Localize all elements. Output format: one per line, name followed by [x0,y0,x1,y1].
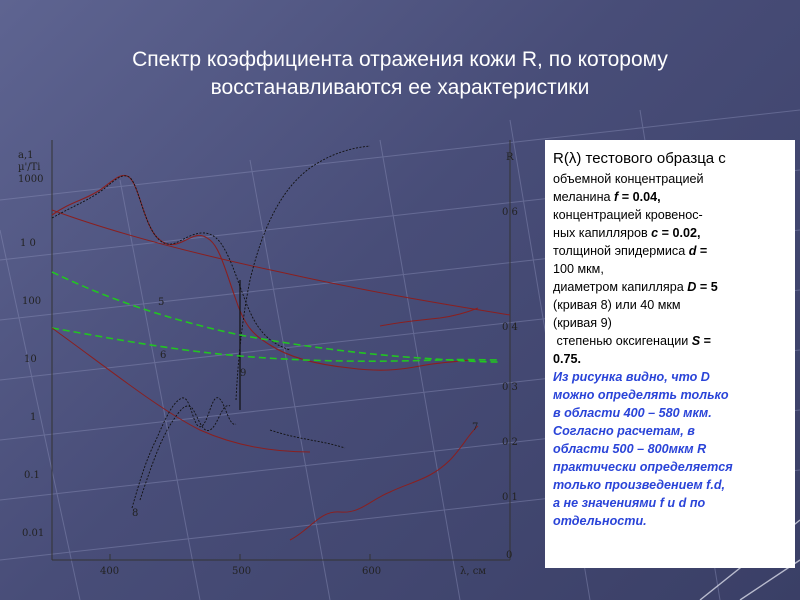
panel-line-3: концентрацией кровенос- [553,208,703,222]
left-axis-label-3: 1000 [18,174,43,185]
var-d: d [688,244,697,258]
panel-line-capillary: ных капилляров c = 0.02, [553,226,701,240]
panel-line-oxygen: степенью оксигенации S = [556,334,712,348]
description-panel: R(λ) тестового образца с объемной концен… [545,140,795,568]
right-tick-4: 0 2 [502,437,518,448]
left-tick-3: 10 [24,354,37,365]
var-D: D [687,280,697,294]
panel-line-s-value: 0.75. [553,352,582,366]
right-axis-label: R [506,152,514,163]
axes-frame [51,140,511,561]
panel-note-9: отдельности. [553,514,647,528]
slide-title: Спектр коэффициента отражения кожи R, по… [20,46,780,102]
panel-note-4: Согласно расчетам, в [553,424,695,438]
var-f: f [614,190,619,204]
left-tick-6: 0.01 [22,528,44,539]
curve-black-9 [139,405,231,501]
title-line-2: восстанавливаются ее характеристики [210,76,590,99]
curve-green-6 [51,327,501,362]
title-line-1: Спектр коэффициента отражения кожи R, по… [132,48,668,71]
panel-note-6: практически определяется [553,460,733,474]
panel-note-1: Из рисунка видно, что D [553,370,710,384]
curve-red-mid [379,307,479,327]
curve-label-9: 9 [240,368,246,379]
curve-green-5 [51,271,501,363]
x-axis-label: λ, см [460,566,486,577]
curve-red-rising-right [289,425,479,541]
x-tick-2: 500 [232,566,251,577]
var-S: S [691,334,701,348]
panel-line-9: (кривая 9) [553,316,612,330]
left-tick-4: 1 [30,412,36,423]
var-c: c [651,226,659,240]
curve-scattering-red [51,209,511,316]
right-tick-1: 0 6 [502,207,518,218]
panel-line-melanin: меланина f = 0.04, [553,190,661,204]
curve-label-6: 6 [160,350,166,361]
left-tick-5: 0.1 [24,470,40,481]
right-tick-5: 0 1 [502,492,518,503]
curve-label-8: 8 [132,508,138,519]
curve-label-7: 7 [472,422,478,433]
x-tick-1: 400 [100,566,119,577]
panel-note-3: в области 400 – 580 мкм. [553,406,712,420]
right-tick-3: 0 3 [502,382,518,393]
panel-line-1: объемной концентрацией [553,172,704,186]
panel-note-2: можно определять только [553,388,729,402]
left-tick-2: 100 [22,296,41,307]
left-axis-label-2: µ'/Ti [18,162,41,173]
panel-line-6: 100 мкм, [553,262,604,276]
curve-absorption-top [51,174,471,371]
right-tick-2: 0 4 [502,322,518,333]
panel-note-7: только произведением f.d, [553,478,726,492]
reflectance-figure: a,1 µ'/Ti 1000 1 0 100 10 1 0.1 0.01 R 0… [18,140,518,577]
panel-note-8: а не значениями f и d по [553,496,706,510]
right-tick-6: 0 [506,550,512,561]
panel-line-epidermis: толщиной эпидермиса d = [553,244,708,258]
curve-black-right [269,429,346,449]
panel-note-5: области 500 – 800мкм R [553,442,707,456]
curve-label-5: 5 [158,297,164,308]
left-tick-1: 1 0 [20,238,36,249]
panel-heading: R(λ) тестового образца с [553,150,726,167]
x-tick-3: 600 [362,566,381,577]
left-axis-label-1: a,1 [18,150,34,161]
curve-black-8 [131,397,237,509]
panel-line-diameter: диаметром капилляра D = 5 [553,280,718,294]
curve-red-lower [51,327,311,453]
curve-black-upper [51,175,291,351]
curve-black-rising [235,145,371,401]
panel-line-8: (кривая 8) или 40 мкм [553,298,681,312]
